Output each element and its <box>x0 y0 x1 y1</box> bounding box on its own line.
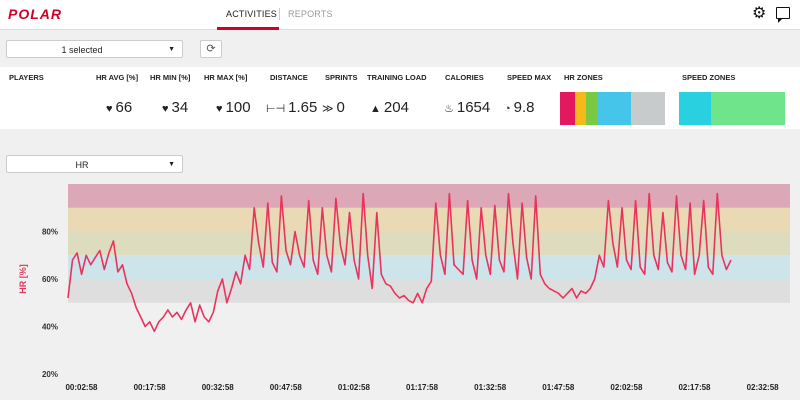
training-load-value: ▲ 204 <box>370 99 409 116</box>
speed-zones-bar <box>679 92 785 125</box>
hr-zone-segment-2 <box>586 92 598 125</box>
zone-band-1 <box>68 255 790 279</box>
header-hr-min: HR MIN [%] <box>150 73 191 82</box>
speed-max-number: 9.8 <box>513 99 535 116</box>
x-tick-label: 01:17:58 <box>406 383 439 392</box>
zone-band-4 <box>68 184 790 208</box>
header-hr-max: HR MAX [%] <box>204 73 248 82</box>
hr-max-value: ♥ 100 <box>216 99 251 116</box>
x-tick-label: 00:32:58 <box>202 383 235 392</box>
hr-zone-segment-3 <box>597 92 632 125</box>
stats-table: PLAYERS HR AVG [%] HR MIN [%] HR MAX [%]… <box>0 67 800 129</box>
header-training-load: TRAINING LOAD <box>367 73 427 82</box>
chevron-down-icon: ▼ <box>168 46 175 53</box>
y-tick-label: 80% <box>42 228 58 237</box>
header-hr-zones: HR ZONES <box>564 73 603 82</box>
sprints-number: 0 <box>336 99 345 116</box>
header-sprints: SPRINTS <box>325 73 358 82</box>
x-tick-label: 01:32:58 <box>474 383 507 392</box>
metric-select-value: HR <box>75 160 89 170</box>
refresh-button[interactable]: ⟳ <box>200 40 222 58</box>
hr-zone-segment-4 <box>631 92 665 125</box>
y-axis-label: HR [%] <box>18 264 28 294</box>
players-select[interactable]: 1 selected ▼ <box>6 40 183 58</box>
hr-zone-segment-0 <box>560 92 575 125</box>
heart-icon: ♥ <box>216 103 223 115</box>
x-tick-label: 01:02:58 <box>338 383 371 392</box>
distance-icon: ⊢⊣ <box>266 103 286 115</box>
hr-chart[interactable]: 20% 40% 60% 80% HR [%] 00:02:58 00:17:58 00:32:… <box>0 178 800 400</box>
top-bar: POLAR ACTIVITIES REPORTS ⚙ <box>0 0 800 30</box>
header-speed-zones: SPEED ZONES <box>682 73 736 82</box>
training-load-icon: ▲ <box>370 103 381 115</box>
header-calories: CALORIES <box>445 73 484 82</box>
header-speed-max: SPEED MAX <box>507 73 552 82</box>
hr-zones-bar <box>560 92 665 125</box>
y-tick-label: 60% <box>42 275 58 284</box>
heart-icon: ♥ <box>162 103 169 115</box>
hr-max-number: 100 <box>225 99 251 116</box>
zone-band-2 <box>68 231 790 256</box>
flame-icon: ♨ <box>444 103 454 115</box>
sprints-value: ≫ 0 <box>322 99 345 116</box>
header-players: PLAYERS <box>9 73 44 82</box>
x-tick-label: 02:17:58 <box>678 383 711 392</box>
header-hr-avg: HR AVG [%] <box>96 73 139 82</box>
chevron-down-icon: ▼ <box>168 161 175 168</box>
hr-series-line <box>67 192 732 333</box>
heart-icon: ♥ <box>106 103 113 115</box>
training-load-number: 204 <box>383 99 409 116</box>
tab-activities[interactable]: ACTIVITIES <box>226 9 278 19</box>
zone-band-3 <box>68 207 790 232</box>
x-tick-label: 01:47:58 <box>542 383 575 392</box>
players-select-value: 1 selected <box>61 45 103 55</box>
x-tick-label: 02:32:58 <box>747 383 780 392</box>
distance-number: 1.65 <box>288 99 318 116</box>
zone-band-0 <box>68 279 790 303</box>
x-tick-label: 00:47:58 <box>270 383 303 392</box>
header-distance: DISTANCE <box>270 73 308 82</box>
metric-select[interactable]: HR ▼ <box>6 155 183 173</box>
hr-zone-segment-1 <box>575 92 587 125</box>
speedometer-icon: ◔ <box>504 103 511 115</box>
y-tick-label: 20% <box>42 370 58 379</box>
hr-avg-number: 66 <box>115 99 133 116</box>
polar-logo[interactable]: POLAR <box>8 6 62 22</box>
player-cell[interactable] <box>4 87 96 129</box>
gear-icon[interactable]: ⚙ <box>752 5 767 22</box>
active-tab-indicator <box>217 27 279 30</box>
refresh-icon: ⟳ <box>206 43 216 55</box>
distance-value: ⊢⊣ 1.65 <box>266 99 317 116</box>
calories-number: 1654 <box>456 99 491 116</box>
speed-zone-segment-0 <box>679 92 711 125</box>
speed-max-value: ◔ 9.8 <box>504 99 535 116</box>
x-tick-label: 00:17:58 <box>134 383 167 392</box>
y-tick-label: 40% <box>42 323 58 332</box>
x-tick-label: 02:02:58 <box>610 383 643 392</box>
tab-reports[interactable]: REPORTS <box>288 9 333 19</box>
x-tick-label: 00:02:58 <box>65 383 98 392</box>
chat-icon[interactable] <box>776 7 790 23</box>
tab-separator <box>279 8 280 20</box>
hr-min-number: 34 <box>171 99 189 116</box>
sprint-icon: ≫ <box>322 103 334 115</box>
speed-zone-segment-1 <box>710 92 785 125</box>
hr-min-value: ♥ 34 <box>162 99 188 116</box>
hr-avg-value: ♥ 66 <box>106 99 132 116</box>
calories-value: ♨ 1654 <box>444 99 490 116</box>
